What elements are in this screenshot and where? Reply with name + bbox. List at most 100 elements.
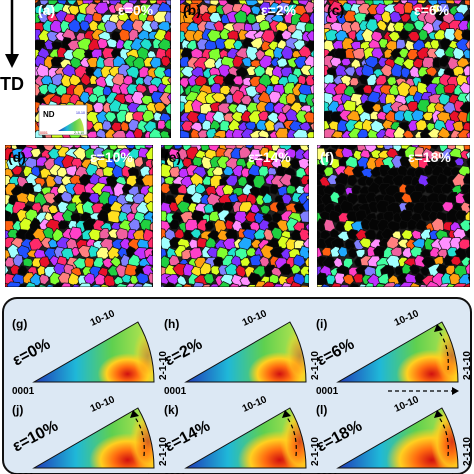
grain [464,0,470,6]
grain [396,81,413,98]
grain [180,101,186,113]
grain [201,283,211,287]
arrow-head-icon [130,410,139,418]
grain [275,147,289,160]
grain [174,282,184,287]
grain [463,145,470,151]
grain [306,131,314,138]
ipf-intensity-band [280,408,306,468]
grain [261,192,273,204]
grain [103,19,118,33]
grain [329,246,342,258]
grain [317,247,323,258]
grain [88,245,100,258]
ipf-outline [336,321,459,383]
grain [322,255,338,269]
grain [121,1,136,15]
grain [343,66,356,77]
grain [466,131,470,138]
grain [394,110,406,122]
grain [106,38,119,49]
ebsd-panel-e [161,145,309,287]
grain [245,13,258,25]
grain [304,0,314,14]
legend-label-2: 10-10 [76,111,85,115]
grain [192,281,205,287]
grain [465,74,470,86]
grain [467,275,470,282]
grain [124,129,137,138]
ipf-label-right: 2-1-10 [310,437,321,466]
panel-strain-e: ε=14% [248,149,291,165]
grain [164,48,171,60]
grain [299,284,309,287]
grain [301,149,309,161]
grain [452,227,467,240]
grain [393,125,406,138]
grain [161,145,166,149]
grain [464,91,470,104]
grain [313,132,314,134]
grain [278,263,293,276]
legend-label-0: 0001 [40,131,48,135]
grain [364,282,374,287]
grain [346,174,358,187]
grain [302,237,309,250]
grain [398,219,410,230]
grain [149,128,163,138]
grain [173,145,183,150]
grain [430,145,440,151]
grain [269,183,279,195]
grain [12,254,24,268]
grain [276,57,289,68]
grain [326,174,340,185]
grain [164,102,171,116]
grain [143,57,154,68]
grain [286,184,297,195]
grain [26,192,37,203]
grain [148,165,153,178]
grain [212,256,224,267]
grain [92,11,104,23]
legend-ipf-triangle [58,118,84,131]
grain [65,202,78,213]
grain [149,221,153,231]
grain [168,23,171,32]
ipf-label-right: 2-1-10 [158,351,169,380]
arrow-head-icon [434,324,443,332]
grain [303,165,309,177]
grain [380,10,392,24]
grain [238,201,254,213]
grain [147,237,153,249]
grain [285,92,297,105]
legend-label-1: 2-1-10 [74,131,84,135]
grain [380,63,395,78]
grain [150,265,153,273]
ipf-arrow-curved [285,415,297,457]
grain [11,165,23,176]
ipf-label-origin: 0001 [164,472,187,474]
panel-tag-c: (c) [327,2,344,18]
grain [392,0,402,3]
grain [159,130,171,138]
grain [168,201,180,213]
grain [466,157,470,167]
grain [164,11,171,24]
grain [42,226,56,239]
grain [251,22,262,32]
ipf-tag: (i) [316,317,327,331]
grain [245,284,257,287]
ipf-label-origin: 0001 [12,472,35,474]
ipf-label-right: 2-1-10 [310,351,321,380]
grain [416,0,427,4]
grain [462,192,470,205]
grain [211,92,227,104]
grain [299,121,312,132]
grain [466,19,470,33]
grain [72,146,88,162]
panel-strain-c: ε=6% [414,2,450,18]
grain [204,220,215,231]
grain [309,104,314,115]
grain [437,126,451,138]
grain [88,93,99,104]
